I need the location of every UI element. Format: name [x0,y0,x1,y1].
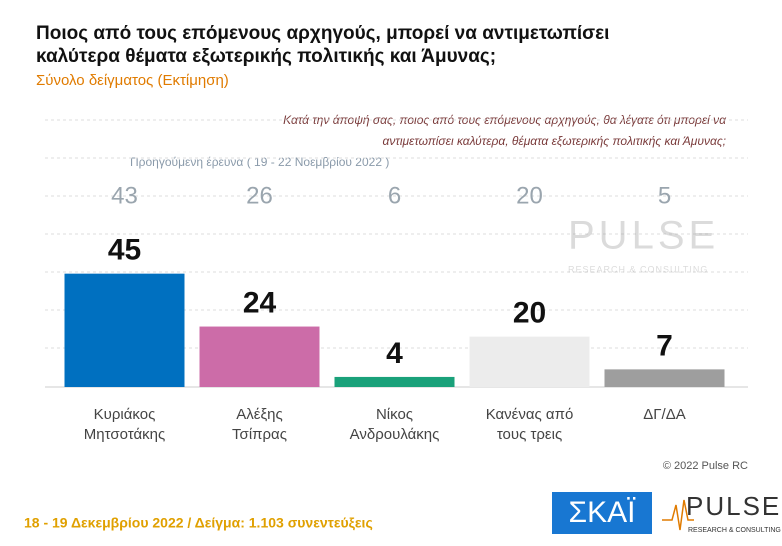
chart-subtitle: Σύνολο δείγματος (Εκτίμηση) [36,72,229,89]
bar [604,369,725,387]
previous-value: 26 [246,182,273,209]
value-label: 20 [513,297,546,330]
x-tick-label: Κανένας από [486,406,574,423]
skai-logo-text: ΣΚΑΪ [569,496,637,529]
question: αντιμετωπίσει καλύτερα, θέματα εξωτερική… [382,134,726,148]
pulse-logo-text: PULSE [686,491,781,521]
watermark-text: PULSE [568,214,719,258]
x-tick-label: Αλέξης [236,406,282,423]
previous-value: 43 [111,182,138,209]
chart-title: καλύτερα θέματα εξωτερικής πολιτικής και… [36,46,496,67]
bar [64,273,185,387]
watermark: PULSE RESEARCH & CONSULTING [568,214,719,275]
value-label: 45 [108,234,141,267]
bar [469,336,590,387]
question: Κατά την άποψή σας, ποιος από τους επόμε… [283,113,727,127]
value-label: 4 [386,337,403,370]
value-label: 24 [243,286,277,319]
x-tick-label: Ανδρουλάκης [350,426,440,443]
pulse-logo-sub: RESEARCH & CONSULTING [688,527,781,534]
footer: 18 - 19 Δεκεμβρίου 2022 / Δείγμα: 1.103 … [24,515,373,531]
chart-title: Ποιος από τους επόμενους αρχηγούς, μπορε… [36,23,609,44]
skai-logo [552,492,652,534]
bar [334,376,455,387]
value-label: 7 [656,329,673,362]
previous-value: 5 [658,182,671,209]
pulse-logo-wave [662,499,694,531]
x-tick-label: Τσίπρας [232,426,287,443]
copyright: © 2022 Pulse RC [663,460,748,472]
bar [199,326,320,387]
x-tick-label: Κυριάκος [94,406,156,423]
x-tick-label: Μητσοτάκης [84,426,165,443]
x-tick-label: τους τρεις [497,426,562,443]
previous-value: 6 [388,182,401,209]
x-tick-label: Νίκος [376,406,413,423]
previous-value: 20 [516,182,543,209]
previous-label: Προηγούμενη έρευνα ( 19 - 22 Νοεμβρίου 2… [130,155,389,169]
watermark-sub: RESEARCH & CONSULTING [568,264,708,274]
x-tick-label: ΔΓ/ΔΑ [643,406,685,423]
